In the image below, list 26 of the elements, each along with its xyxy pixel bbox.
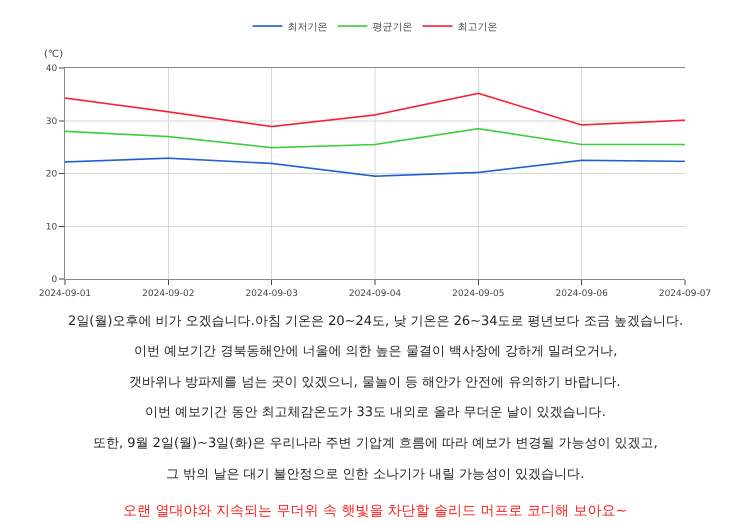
legend-label: 최고기온	[458, 22, 498, 33]
y-tick-label: 30	[46, 116, 58, 127]
x-tick-label: 2024-09-01	[38, 288, 92, 299]
legend-label: 최저기온	[288, 22, 328, 33]
line-series	[65, 92, 685, 128]
line-series	[65, 128, 685, 148]
text: 그 밖의 날은 대기 불안정으로 인한 소나기가 내릴 가능성이 있겠습니다.	[166, 467, 584, 482]
x-tick-label: 2024-09-04	[348, 288, 402, 299]
text: 이번 예보기간 경북동해안에 너울에 의한 높은 물결이 백사장에 강하게 밀려오거나,	[134, 344, 618, 359]
text: 이번 예보기간 동안 최고체감온도가 33도 내외로 올라 무더운 날이 있겠습니다.	[145, 405, 606, 420]
x-tick-label: 2024-09-07	[658, 288, 712, 299]
x-tick-label: 2024-09-05	[452, 288, 504, 299]
y-axis-title: (℃)	[44, 49, 64, 60]
legend-label: 평균기온	[372, 22, 412, 33]
y-tick-label: 20	[46, 170, 58, 180]
text: 2일(월)오후에 비가 오겠습니다.아침 기온은 20~24도, 낮 기온은 26~34도로 평년보다 조금 높겠습니다.	[68, 314, 684, 329]
text: 갯바위나 방파제를 넘는 곳이 있겠으니, 물놀이 등 해안가 안전에 유의하기 바랍니다.	[129, 375, 621, 390]
x-tick-label: 2024-09-03	[246, 288, 298, 299]
y-tick-label: 10	[46, 222, 58, 232]
x-tick-label: 2024-09-06	[556, 288, 608, 299]
text: 오랜 열대야와 지속되는 무더위 속 햇빛을 차단할 솔리드 머프로 코디해 보아요~	[123, 503, 628, 519]
y-tick-label: 0	[51, 275, 58, 286]
line-series	[65, 157, 685, 177]
y-tick-label: 40	[46, 64, 58, 74]
x-tick-label: 2024-09-02	[142, 288, 194, 299]
text: 또한, 9월 2일(월)~3일(화)은 우리나라 주변 기압계 흐름에 따라 예보가 변경될 가능성이 있겠고,	[93, 436, 658, 451]
